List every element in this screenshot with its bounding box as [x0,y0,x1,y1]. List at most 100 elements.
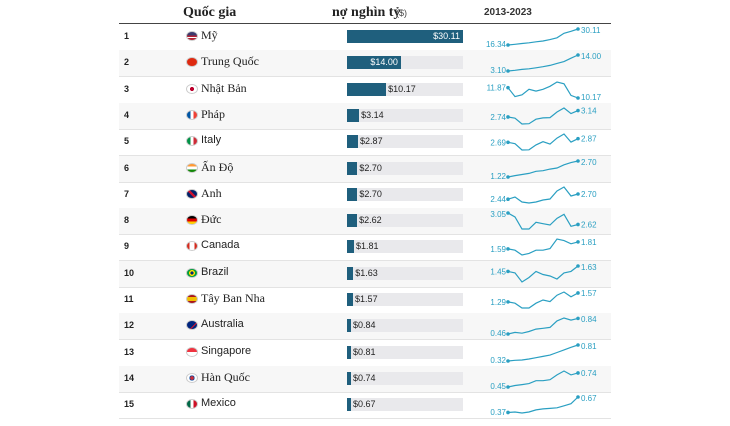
debt-bar [347,82,387,96]
table-row: 3 Nhật Bản $10.17 11.87 10.17 [119,77,611,104]
table-row: 15 Mexico $0.67 0.37 0.67 [119,392,611,420]
trend-sparkline: 3.05 2.62 [490,210,597,230]
rank-number: 8 [124,215,130,226]
rank-number: 5 [124,136,130,147]
flag-de-icon [186,215,198,226]
flag-mx-icon [186,399,198,410]
flag-fr-icon [186,109,198,120]
bar-value-label: $0.67 [353,399,376,410]
debt-bar [347,56,401,70]
debt-bar [347,345,351,359]
sparkline-path [507,370,579,388]
table-row: 11 Tây Ban Nha $1.57 1.29 1.57 [119,287,611,314]
bar-track: $2.70 [347,187,463,201]
debt-bar [347,135,359,149]
country-name: Ấn Độ [201,159,234,174]
trend-sparkline: 16.34 30.11 [486,26,601,49]
header-divider [119,23,611,24]
sparkline-end-label: 2.62 [581,221,597,230]
sparkline-start-label: 0.45 [490,382,506,391]
sparkline-start-point [506,410,510,415]
sparkline-path [507,317,579,335]
bar-track: $10.17 [347,82,463,96]
rank-number: 11 [124,294,134,304]
flag-kr-icon [186,372,198,383]
bar-track: $0.84 [347,319,463,333]
sparkline-start-point [506,385,510,389]
trend-sparkline: 0.32 0.81 [490,342,597,365]
sparkline-start-point [506,43,510,47]
bar-value-label: $2.70 [359,188,382,199]
sparkline-end-point [576,371,580,375]
sparkline-path [507,159,579,178]
sparkline-end-label: 10.17 [581,93,602,102]
bar-value-label: $1.57 [355,294,378,304]
bar-value-label: $2.87 [360,136,383,147]
bar-track: $1.57 [347,293,463,306]
country-name: Mexico [201,397,236,410]
table-header: Quốc gia nợ nghìn tỷ ($) 2013-2023 [0,0,730,24]
trend-sparkline: 1.22 2.70 [490,158,597,181]
sparkline-start-label: 0.32 [490,356,506,365]
trend-sparkline: 2.44 2.70 [490,186,597,204]
sparkline-path [507,212,579,230]
sparkline-start-point [506,69,510,74]
flag-cn-icon [186,57,198,68]
sparkline-end-point [576,53,580,58]
debt-bar [347,319,351,333]
sparkline-end-label: 0.74 [581,369,597,378]
sparkline-path [507,265,579,283]
table-row: 6 Ấn Độ $2.70 1.22 2.70 [119,155,611,183]
sparkline-end-label: 0.81 [581,342,597,351]
rank-number: 10 [124,267,135,278]
sparkline-end-point [576,137,580,141]
country-name: Pháp [201,106,225,121]
flag-br-icon [186,267,198,278]
table-row: 2 Trung Quốc $14.00 3.10 14.00 [119,50,611,78]
flag-gb-icon [186,188,198,199]
table-row: 12 Australia $0.84 0.46 0.84 [119,313,611,341]
debt-bar [347,371,351,385]
sparkline-path [507,344,579,362]
flag-us-icon [186,31,198,41]
country-column-header: Quốc gia [183,5,237,20]
debt-bar [347,398,351,412]
sparkline-end-point [576,291,580,295]
bar-track: $3.14 [347,108,463,122]
country-name: Hàn Quốc [201,369,250,384]
sparkline-start-point [506,247,510,252]
debt-bar [347,214,358,228]
table-row: 1 Mỹ $30.11 16.34 30.11 [119,24,611,51]
table-row: 4 Pháp $3.14 2.74 3.14 [119,102,611,130]
sparkline-end-label: 14.00 [581,52,602,61]
country-name: Nhật Bản [201,80,247,95]
flag-au-icon [186,320,198,331]
bar-value-label: $14.00 [370,57,398,68]
bar-track: $0.81 [347,345,463,359]
sparkline-path [507,238,579,257]
bar-value-label: $3.14 [361,109,384,120]
debt-bar [347,293,354,306]
flag-it-icon [186,136,198,147]
sparkline-start-point [506,197,510,201]
sparkline-start-label: 1.45 [490,267,506,276]
table-row: 8 Đức $2.62 3.05 2.62 [119,208,611,236]
sparkline-end-point [576,240,580,245]
trend-sparkline: 3.10 14.00 [490,52,602,75]
sparkline-end-label: 1.57 [581,289,597,298]
sparkline-path [507,291,579,309]
sparkline-end-point [576,95,580,100]
debt-bar [347,240,354,254]
sparkline-path [507,54,579,72]
bar-track: $0.67 [347,398,463,412]
trend-sparkline: 2.69 2.87 [490,133,597,151]
sparkline-end-point [576,222,580,227]
rank-number: 13 [124,346,135,357]
sparkline-end-point [576,342,580,347]
sparkline-end-point [576,27,580,31]
sparkline-end-label: 2.87 [581,135,597,144]
rank-number: 7 [124,188,130,199]
sparkline-start-label: 11.87 [487,83,507,92]
sparkline-end-point [576,191,580,196]
trend-sparkline: 1.29 1.57 [490,289,597,309]
